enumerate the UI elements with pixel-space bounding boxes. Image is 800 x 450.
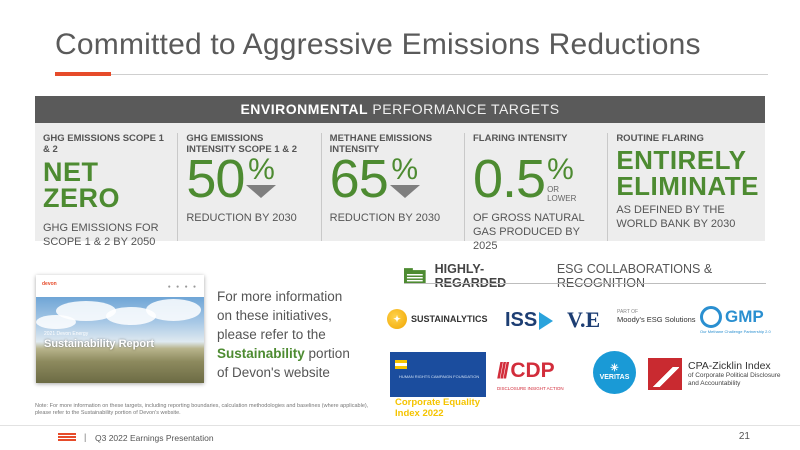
- more-info-text: For more information on these initiative…: [217, 287, 357, 382]
- iss-text: ISS: [505, 309, 538, 331]
- target-value: ENTIRELY ELIMINATE: [616, 145, 759, 201]
- target-description: REDUCTION BY 2030: [329, 212, 441, 224]
- recognition-header-light: ESG COLLABORATIONS & RECOGNITION: [556, 262, 713, 290]
- target-value: 50: [186, 149, 245, 209]
- globe-icon: [700, 306, 722, 328]
- sustainalytics-text: SUSTAINALYTICS: [411, 314, 488, 324]
- moodys-partof: PART OF: [617, 309, 639, 315]
- title-accent-bar: [55, 72, 111, 76]
- target-flaring-intensity: FLARING INTENSITY 0.5 % OR LOWER OF GROS…: [465, 133, 609, 252]
- cdp-text: CDP: [510, 359, 555, 382]
- targets-header-bold: ENVIRONMENTAL: [240, 101, 369, 117]
- gmp-logo: GMP Our Methane Challenge Partnership 2.…: [700, 306, 771, 334]
- corporate-equality-index-logo: HUMAN RIGHTS CAMPAIGN FOUNDATION Corpora…: [390, 352, 486, 419]
- percent-sign: %: [248, 153, 275, 186]
- cpa-zicklin-logo: CPA-Zicklin Index of Corporate Political…: [648, 358, 780, 390]
- sustainability-report-thumbnail[interactable]: devon ● ● ● ● 2021 Devon Energy Sustaina…: [36, 275, 204, 383]
- footer-text: Q3 2022 Earnings Presentation: [95, 433, 214, 443]
- footnote: Note: For more information on these targ…: [35, 403, 369, 416]
- target-value: NET ZERO: [43, 157, 121, 213]
- landscape-image: [36, 297, 204, 383]
- sustainalytics-icon: ✦: [387, 309, 407, 329]
- cpa-sub2: and Accountability: [688, 380, 741, 387]
- title-divider: [55, 74, 768, 75]
- folder-icon: [404, 268, 426, 284]
- gmp-subtext: Our Methane Challenge Partnership 2.0: [700, 329, 771, 334]
- target-methane-intensity: METHANE EMISSIONS INTENSITY 65 % REDUCTI…: [322, 133, 465, 241]
- target-label: GHG EMISSIONS SCOPE 1 & 2: [43, 133, 164, 155]
- cei-line2: Index 2022: [395, 408, 444, 419]
- toolbar-icons: ● ● ● ●: [167, 284, 198, 290]
- cei-line1: Corporate Equality: [395, 397, 480, 408]
- target-value: 65: [329, 149, 389, 209]
- sustainalytics-logo: ✦ SUSTAINALYTICS: [387, 309, 488, 329]
- more-info-before: For more information on these initiative…: [217, 289, 343, 342]
- gmp-text: GMP: [725, 307, 764, 326]
- cpa-mark-icon: [648, 358, 682, 390]
- cpa-title: CPA-Zicklin Index: [688, 360, 771, 372]
- page-number: 21: [738, 431, 750, 442]
- target-label: GHG EMISSIONS INTENSITY SCOPE 1 & 2: [186, 133, 298, 155]
- moodys-esg-logo: PART OF Moody's ESG Solutions: [617, 309, 696, 324]
- target-label: FLARING INTENSITY: [472, 133, 568, 144]
- report-year: 2021 Devon Energy: [44, 331, 89, 337]
- percent-sign: %: [391, 153, 419, 186]
- recognition-divider: [404, 283, 766, 284]
- devon-footer-logo-icon: [58, 433, 76, 442]
- target-description: REDUCTION BY 2030: [186, 212, 297, 224]
- target-ghg-intensity: GHG EMISSIONS INTENSITY SCOPE 1 & 2 50 %…: [178, 133, 322, 241]
- devon-logo: devon: [42, 281, 57, 287]
- cdp-subtext: DISCLOSURE INSIGHT ACTION: [497, 386, 564, 391]
- iss-logo: ISS: [505, 309, 554, 332]
- veritas-logo: ✳ VERITAS: [593, 351, 636, 394]
- percent-sign: %: [547, 153, 574, 186]
- report-title: Sustainability Report: [44, 338, 155, 350]
- footer-divider: [0, 425, 800, 426]
- cpa-sub1: of Corporate Political Disclosure: [688, 372, 781, 379]
- moodys-name: Moody's ESG Solutions: [617, 315, 696, 324]
- iss-arrow-icon: [539, 311, 554, 330]
- environmental-targets-panel: ENVIRONMENTAL PERFORMANCE TARGETS GHG EM…: [35, 96, 765, 252]
- star-icon: ✳: [610, 363, 619, 374]
- cdp-mark-icon: ///: [497, 358, 509, 383]
- recognition-header-bold: HIGHLY-REGARDED: [434, 262, 507, 290]
- page-title: Committed to Aggressive Emissions Reduct…: [55, 28, 701, 61]
- target-ghg-scope: GHG EMISSIONS SCOPE 1 & 2 NET ZERO GHG E…: [35, 133, 179, 248]
- sustainability-link[interactable]: Sustainability: [217, 346, 305, 361]
- hrc-flag-icon: [395, 360, 407, 369]
- target-value: 0.5: [472, 149, 546, 209]
- down-arrow-icon: [389, 185, 420, 198]
- more-info-after: portion of Devon's website: [217, 346, 350, 380]
- veritas-text: VERITAS: [599, 374, 630, 381]
- target-description: OF GROSS NATURAL GAS PRODUCED BY 2025: [472, 212, 585, 252]
- targets-header: ENVIRONMENTAL PERFORMANCE TARGETS: [35, 96, 765, 123]
- footer-separator: |: [84, 432, 87, 442]
- target-qualifier: OR LOWER: [547, 185, 577, 203]
- target-description: AS DEFINED BY THE WORLD BANK BY 2030: [616, 204, 736, 230]
- down-arrow-icon: [246, 185, 277, 198]
- recognition-header: HIGHLY-REGARDED ESG COLLABORATIONS & REC…: [404, 262, 800, 290]
- cdp-logo: /// CDP DISCLOSURE INSIGHT ACTION: [497, 358, 564, 391]
- target-label: ROUTINE FLARING: [616, 133, 704, 144]
- targets-header-light: PERFORMANCE TARGETS: [372, 101, 560, 117]
- hrc-text: HUMAN RIGHTS CAMPAIGN FOUNDATION: [399, 374, 480, 379]
- target-description: GHG EMISSIONS FOR SCOPE 1 & 2 BY 2050: [43, 222, 159, 248]
- target-routine-flaring: ROUTINE FLARING ENTIRELY ELIMINATE AS DE…: [608, 133, 765, 241]
- ve-logo: V.E: [567, 307, 601, 332]
- target-label: METHANE EMISSIONS INTENSITY: [329, 133, 433, 155]
